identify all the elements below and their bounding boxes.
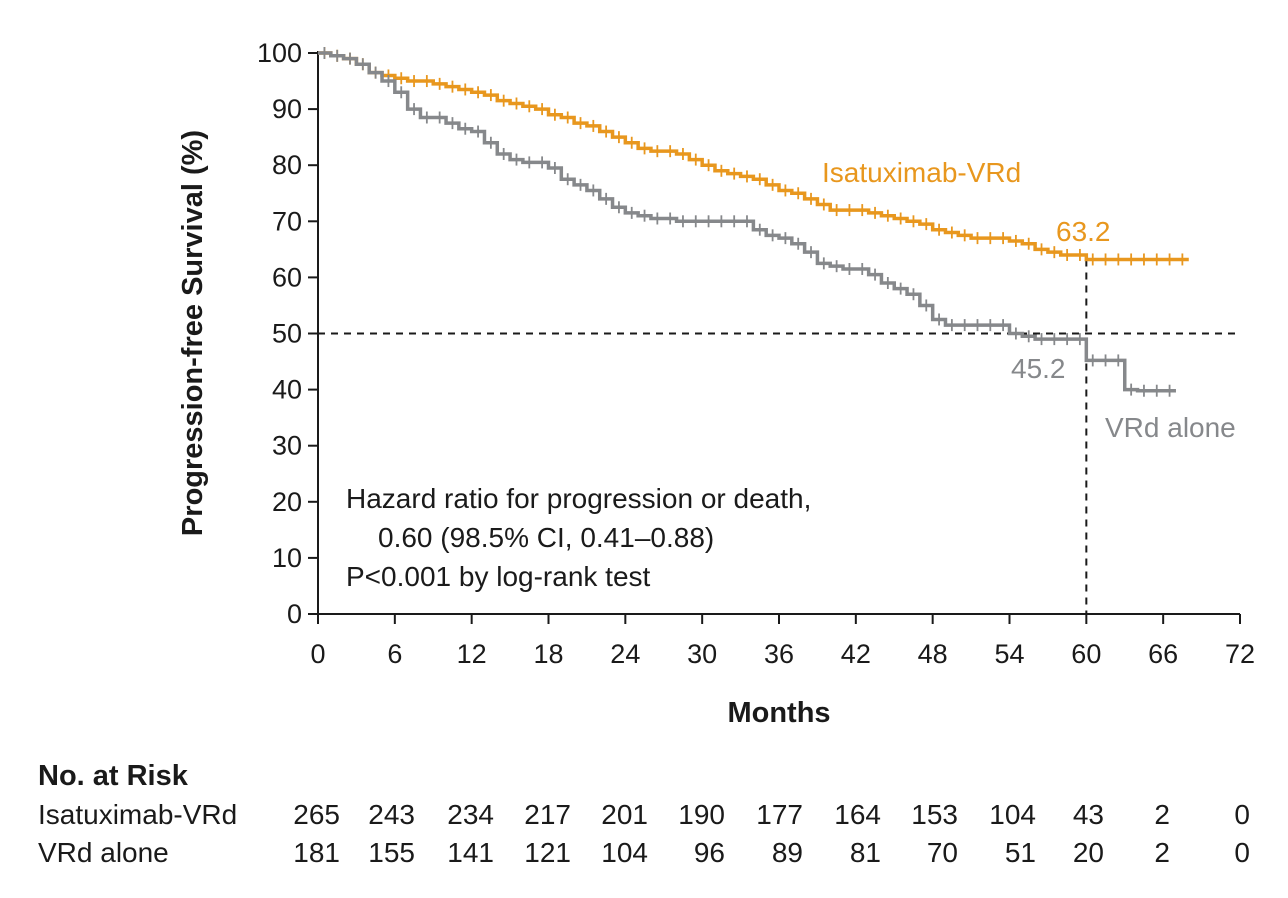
risk-value: 190 xyxy=(678,799,725,830)
risk-value: 201 xyxy=(601,799,648,830)
hazard-ratio-line2: 0.60 (98.5% CI, 0.41–0.88) xyxy=(378,522,714,553)
risk-value: 164 xyxy=(834,799,881,830)
risk-value: 121 xyxy=(524,837,571,868)
risk-value: 51 xyxy=(1004,837,1036,868)
risk-table-rows: Isatuximab-VRd 265 243 234 217 201 190 177 164 15… xyxy=(38,799,1268,875)
risk-value: 2 xyxy=(1154,799,1170,830)
x-tick-label: 60 xyxy=(1071,639,1101,669)
risk-value: 217 xyxy=(524,799,571,830)
end-value-isatuximab-vrd: 63.2 xyxy=(1056,216,1111,247)
risk-value: 153 xyxy=(911,799,958,830)
y-tick-label: 80 xyxy=(272,150,302,180)
risk-value: 81 xyxy=(849,837,881,868)
x-tick-label: 30 xyxy=(687,639,717,669)
y-axis-label: Progression-free Survival (%) xyxy=(177,130,209,536)
risk-value: 0 xyxy=(1234,837,1250,868)
y-tick-label: 0 xyxy=(287,599,302,629)
series-label-vrd-alone: VRd alone xyxy=(1105,412,1236,443)
risk-value: 177 xyxy=(756,799,803,830)
risk-value: 0 xyxy=(1234,799,1250,830)
risk-value: 141 xyxy=(447,837,494,868)
x-tick-label: 12 xyxy=(457,639,487,669)
y-tick-label: 90 xyxy=(272,94,302,124)
x-tick-label: 0 xyxy=(310,639,325,669)
end-value-vrd-alone: 45.2 xyxy=(1011,353,1066,384)
axes: 0 10 20 30 40 50 60 70 80 90 100 0 6 12 18 24 30 36 42 48 54… xyxy=(257,38,1255,669)
y-tick-label: 30 xyxy=(272,431,302,461)
x-tick-label: 18 xyxy=(533,639,563,669)
km-chart: 0 10 20 30 40 50 60 70 80 90 100 0 6 12 18 24 30 36 42 48 54… xyxy=(177,38,1255,729)
y-tick-label: 20 xyxy=(272,487,302,517)
risk-value: 243 xyxy=(368,799,415,830)
risk-row-name: VRd alone xyxy=(38,837,169,868)
series-label-isatuximab-vrd: Isatuximab-VRd xyxy=(822,157,1021,188)
y-tick-label: 10 xyxy=(272,543,302,573)
risk-value: 104 xyxy=(601,837,648,868)
x-tick-label: 6 xyxy=(387,639,402,669)
risk-value: 155 xyxy=(368,837,415,868)
y-tick-label: 60 xyxy=(272,262,302,292)
risk-row-name: Isatuximab-VRd xyxy=(38,799,238,830)
risk-value: 89 xyxy=(771,837,803,868)
risk-row: Isatuximab-VRd 265 243 234 217 201 190 177 164 15… xyxy=(38,799,1268,837)
series-layer xyxy=(318,47,1189,397)
x-axis-label: Months xyxy=(727,697,830,729)
x-tick-label: 54 xyxy=(994,639,1024,669)
risk-value: 43 xyxy=(1072,799,1104,830)
x-tick-label: 66 xyxy=(1148,639,1178,669)
x-tick-label: 36 xyxy=(764,639,794,669)
x-tick-label: 72 xyxy=(1225,639,1255,669)
y-tick-label: 40 xyxy=(272,375,302,405)
x-tick-label: 48 xyxy=(918,639,948,669)
hazard-ratio-line1: Hazard ratio for progression or death, xyxy=(346,483,811,514)
risk-row: VRd alone 181 155 141 121 104 96 89 81 70 51 20 2 0 xyxy=(38,837,1268,875)
risk-value: 20 xyxy=(1072,837,1104,868)
p-value-line: P<0.001 by log-rank test xyxy=(346,561,651,592)
risk-value: 104 xyxy=(989,799,1036,830)
risk-value: 70 xyxy=(926,837,958,868)
y-tick-label: 50 xyxy=(272,319,302,349)
risk-value: 2 xyxy=(1154,837,1170,868)
risk-value: 96 xyxy=(693,837,725,868)
risk-table-title: No. at Risk xyxy=(38,760,188,792)
x-tick-label: 24 xyxy=(610,639,640,669)
risk-value: 181 xyxy=(293,837,340,868)
y-tick-label: 100 xyxy=(257,38,302,68)
y-tick-label: 70 xyxy=(272,206,302,236)
reference-lines xyxy=(318,259,1240,614)
risk-value: 265 xyxy=(293,799,340,830)
x-tick-label: 42 xyxy=(841,639,871,669)
risk-table: No. at Risk Isatuximab-VRd 265 243 234 217 20… xyxy=(38,760,1268,875)
risk-value: 234 xyxy=(447,799,494,830)
